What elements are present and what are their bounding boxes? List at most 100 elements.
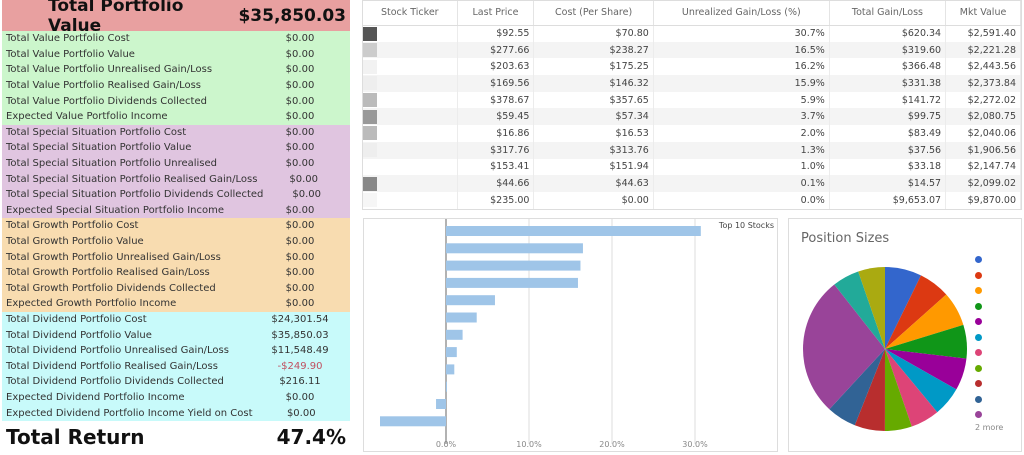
- summary-value: $0.00: [285, 80, 315, 92]
- table-row[interactable]: $59.45 $57.34 3.7% $99.75 $2,080.75: [363, 108, 1021, 126]
- table-row[interactable]: $92.55 $70.80 30.7% $620.34 $2,591.40: [363, 25, 1021, 42]
- summary-value: $0.00: [285, 158, 315, 170]
- pie-slice[interactable]: [884, 349, 912, 431]
- bar[interactable]: [446, 347, 457, 358]
- pie-slice[interactable]: [885, 349, 957, 413]
- legend-marker: [975, 256, 982, 263]
- summary-row: Total Growth Portfolio Realised Gain/Los…: [2, 264, 350, 281]
- summary-value: $0.00: [285, 236, 315, 248]
- summary-row: Total Dividend Portfolio Cost $24,301.54: [2, 311, 350, 328]
- table-row[interactable]: $44.66 $44.63 0.1% $14.57 $2,099.02: [363, 175, 1021, 192]
- pie-slice[interactable]: [834, 271, 885, 349]
- column-header[interactable]: Last Price: [457, 1, 535, 26]
- summary-row: Total Dividend Portfolio Realised Gain/L…: [2, 358, 350, 375]
- ticker-cell: [363, 41, 458, 59]
- table-row[interactable]: $277.66 $238.27 16.5% $319.60 $2,221.28: [363, 41, 1021, 59]
- bar[interactable]: [446, 364, 455, 375]
- table-row[interactable]: $153.41 $151.94 1.0% $33.18 $2,147.74: [363, 158, 1021, 176]
- legend-marker: [975, 411, 982, 418]
- table-cell: $33.18: [829, 158, 947, 176]
- table-row[interactable]: $378.67 $357.65 5.9% $141.72 $2,272.02: [363, 91, 1021, 109]
- summary-label: Total Dividend Portfolio Value: [6, 329, 152, 341]
- pie-slice[interactable]: [829, 349, 885, 426]
- table-cell: $2,080.75: [945, 108, 1021, 126]
- bar[interactable]: [446, 295, 495, 306]
- table-cell: 3.7%: [653, 108, 830, 126]
- table-cell: $175.25: [533, 58, 654, 76]
- summary-row: Total Value Portfolio Value $0.00: [2, 46, 350, 63]
- table-row[interactable]: $235.00 $0.00 0.0% $9,653.07 $9,870.00: [363, 191, 1021, 209]
- summary-label: Total Special Situation Portfolio Cost: [6, 126, 187, 138]
- table-cell: $70.80: [533, 25, 654, 42]
- summary-row: Expected Dividend Portfolio Income $0.00: [2, 389, 350, 406]
- pie-slice[interactable]: [885, 275, 947, 349]
- pie-slice[interactable]: [803, 284, 885, 410]
- table-cell: 16.5%: [653, 41, 830, 59]
- bar[interactable]: [446, 329, 463, 340]
- bar[interactable]: [446, 243, 583, 254]
- bar[interactable]: [446, 381, 447, 392]
- table-cell: $153.41: [457, 158, 535, 176]
- summary-value: $0.00: [285, 33, 315, 45]
- table-cell: $620.34: [829, 25, 947, 42]
- column-header[interactable]: Unrealized Gain/Loss (%): [653, 1, 830, 26]
- table-row[interactable]: $203.63 $175.25 16.2% $366.48 $2,443.56: [363, 58, 1021, 76]
- bar[interactable]: [380, 416, 446, 427]
- column-header[interactable]: Cost (Per Share): [533, 1, 654, 26]
- bar[interactable]: [446, 312, 477, 323]
- x-tick-label: 20.0%: [599, 440, 625, 449]
- bar[interactable]: [436, 399, 446, 409]
- summary-label: Total Special Situation Portfolio Value: [6, 142, 192, 154]
- summary-label: Total Growth Portfolio Value: [6, 236, 144, 248]
- pie-slice[interactable]: [885, 267, 921, 349]
- table-cell: $277.66: [457, 41, 535, 59]
- summary-label: Total Growth Portfolio Realised Gain/Los…: [6, 267, 210, 279]
- legend-more-link[interactable]: 2 more: [975, 423, 1004, 432]
- table-cell: $2,147.74: [945, 158, 1021, 176]
- table-row[interactable]: $16.86 $16.53 2.0% $83.49 $2,040.06: [363, 125, 1021, 142]
- table-cell: $238.27: [533, 41, 654, 59]
- summary-label: Total Value Portfolio Dividends Collecte…: [6, 95, 207, 107]
- summary-label: Expected Value Portfolio Income: [6, 111, 168, 123]
- bar[interactable]: [446, 226, 701, 236]
- summary-value: $0.00: [285, 126, 315, 138]
- bar[interactable]: [446, 260, 581, 271]
- summary-row: Total Special Situation Portfolio Cost $0…: [2, 124, 350, 141]
- table-cell: $2,443.56: [945, 58, 1021, 76]
- table-cell: 0.1%: [653, 175, 830, 192]
- legend-marker: [975, 333, 982, 341]
- table-cell: $83.49: [829, 125, 947, 142]
- column-header[interactable]: Total Gain/Loss: [829, 1, 947, 26]
- table-cell: $2,099.02: [945, 175, 1021, 192]
- summary-value: $0.00: [286, 407, 316, 419]
- table-cell: $169.56: [457, 75, 535, 92]
- column-header[interactable]: Stock Ticker: [363, 1, 458, 26]
- ticker-cell: [363, 58, 458, 76]
- total-portfolio-value: $35,850.03: [238, 5, 346, 26]
- summary-value: $24,301.54: [271, 313, 329, 325]
- pie-slice[interactable]: [854, 349, 885, 431]
- table-cell: $57.34: [533, 108, 654, 126]
- position-sizes-chart: Position Sizes 2 more: [788, 218, 1022, 452]
- ticker-cell: [363, 25, 458, 42]
- table-cell: 2.0%: [653, 125, 830, 142]
- table-cell: $16.53: [533, 125, 654, 142]
- table-cell: $2,221.28: [945, 41, 1021, 59]
- pie-slice[interactable]: [885, 349, 967, 390]
- pie-slice[interactable]: [885, 294, 964, 349]
- pie-slice[interactable]: [885, 324, 967, 359]
- table-cell: $378.67: [457, 91, 535, 109]
- legend-marker: [975, 395, 982, 403]
- table-row[interactable]: $169.56 $146.32 15.9% $331.38 $2,373.84: [363, 75, 1021, 92]
- table-cell: 16.2%: [653, 58, 830, 76]
- pie-slice[interactable]: [885, 349, 938, 427]
- bar[interactable]: [446, 277, 578, 288]
- table-cell: $146.32: [533, 75, 654, 92]
- column-header[interactable]: Mkt Value: [945, 1, 1021, 26]
- table-cell: $44.66: [457, 175, 535, 192]
- summary-label: Total Special Situation Portfolio Divide…: [6, 189, 264, 201]
- table-cell: $9,653.07: [829, 191, 947, 209]
- table-row[interactable]: $317.76 $313.76 1.3% $37.56 $1,906.56: [363, 141, 1021, 159]
- pie-slice[interactable]: [858, 267, 885, 349]
- legend-marker: [975, 302, 982, 310]
